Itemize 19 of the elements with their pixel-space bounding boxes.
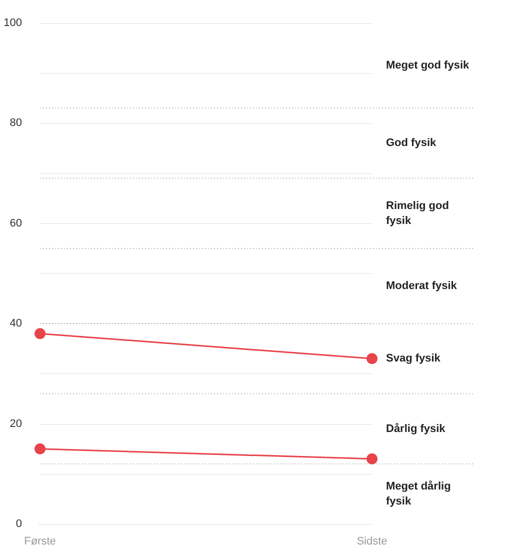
x-tick-label: Første	[24, 536, 56, 548]
y-tick-label: 40	[10, 318, 22, 330]
annotation: Moderat fysik	[386, 280, 458, 292]
point	[366, 353, 378, 364]
annotation: God fysik	[386, 137, 438, 150]
y-tick-label: 80	[10, 117, 22, 130]
point	[34, 443, 46, 454]
y-tick-label: 0	[16, 518, 22, 530]
y-tick-label: 60	[10, 217, 22, 230]
point	[34, 328, 46, 340]
x-tick-label: Sidste	[356, 536, 388, 548]
annotation: Svag fysik	[386, 352, 442, 365]
y-tick-label: 100	[4, 17, 22, 29]
y-tick-label: 20	[10, 418, 22, 430]
annotation: Rimelig god fysik	[386, 200, 452, 227]
annotation: Meget god fysik	[386, 60, 470, 72]
annotation: Dårlig fysik	[386, 422, 446, 435]
point	[366, 453, 378, 464]
annotation: Meget dårlig fysik	[386, 479, 454, 508]
